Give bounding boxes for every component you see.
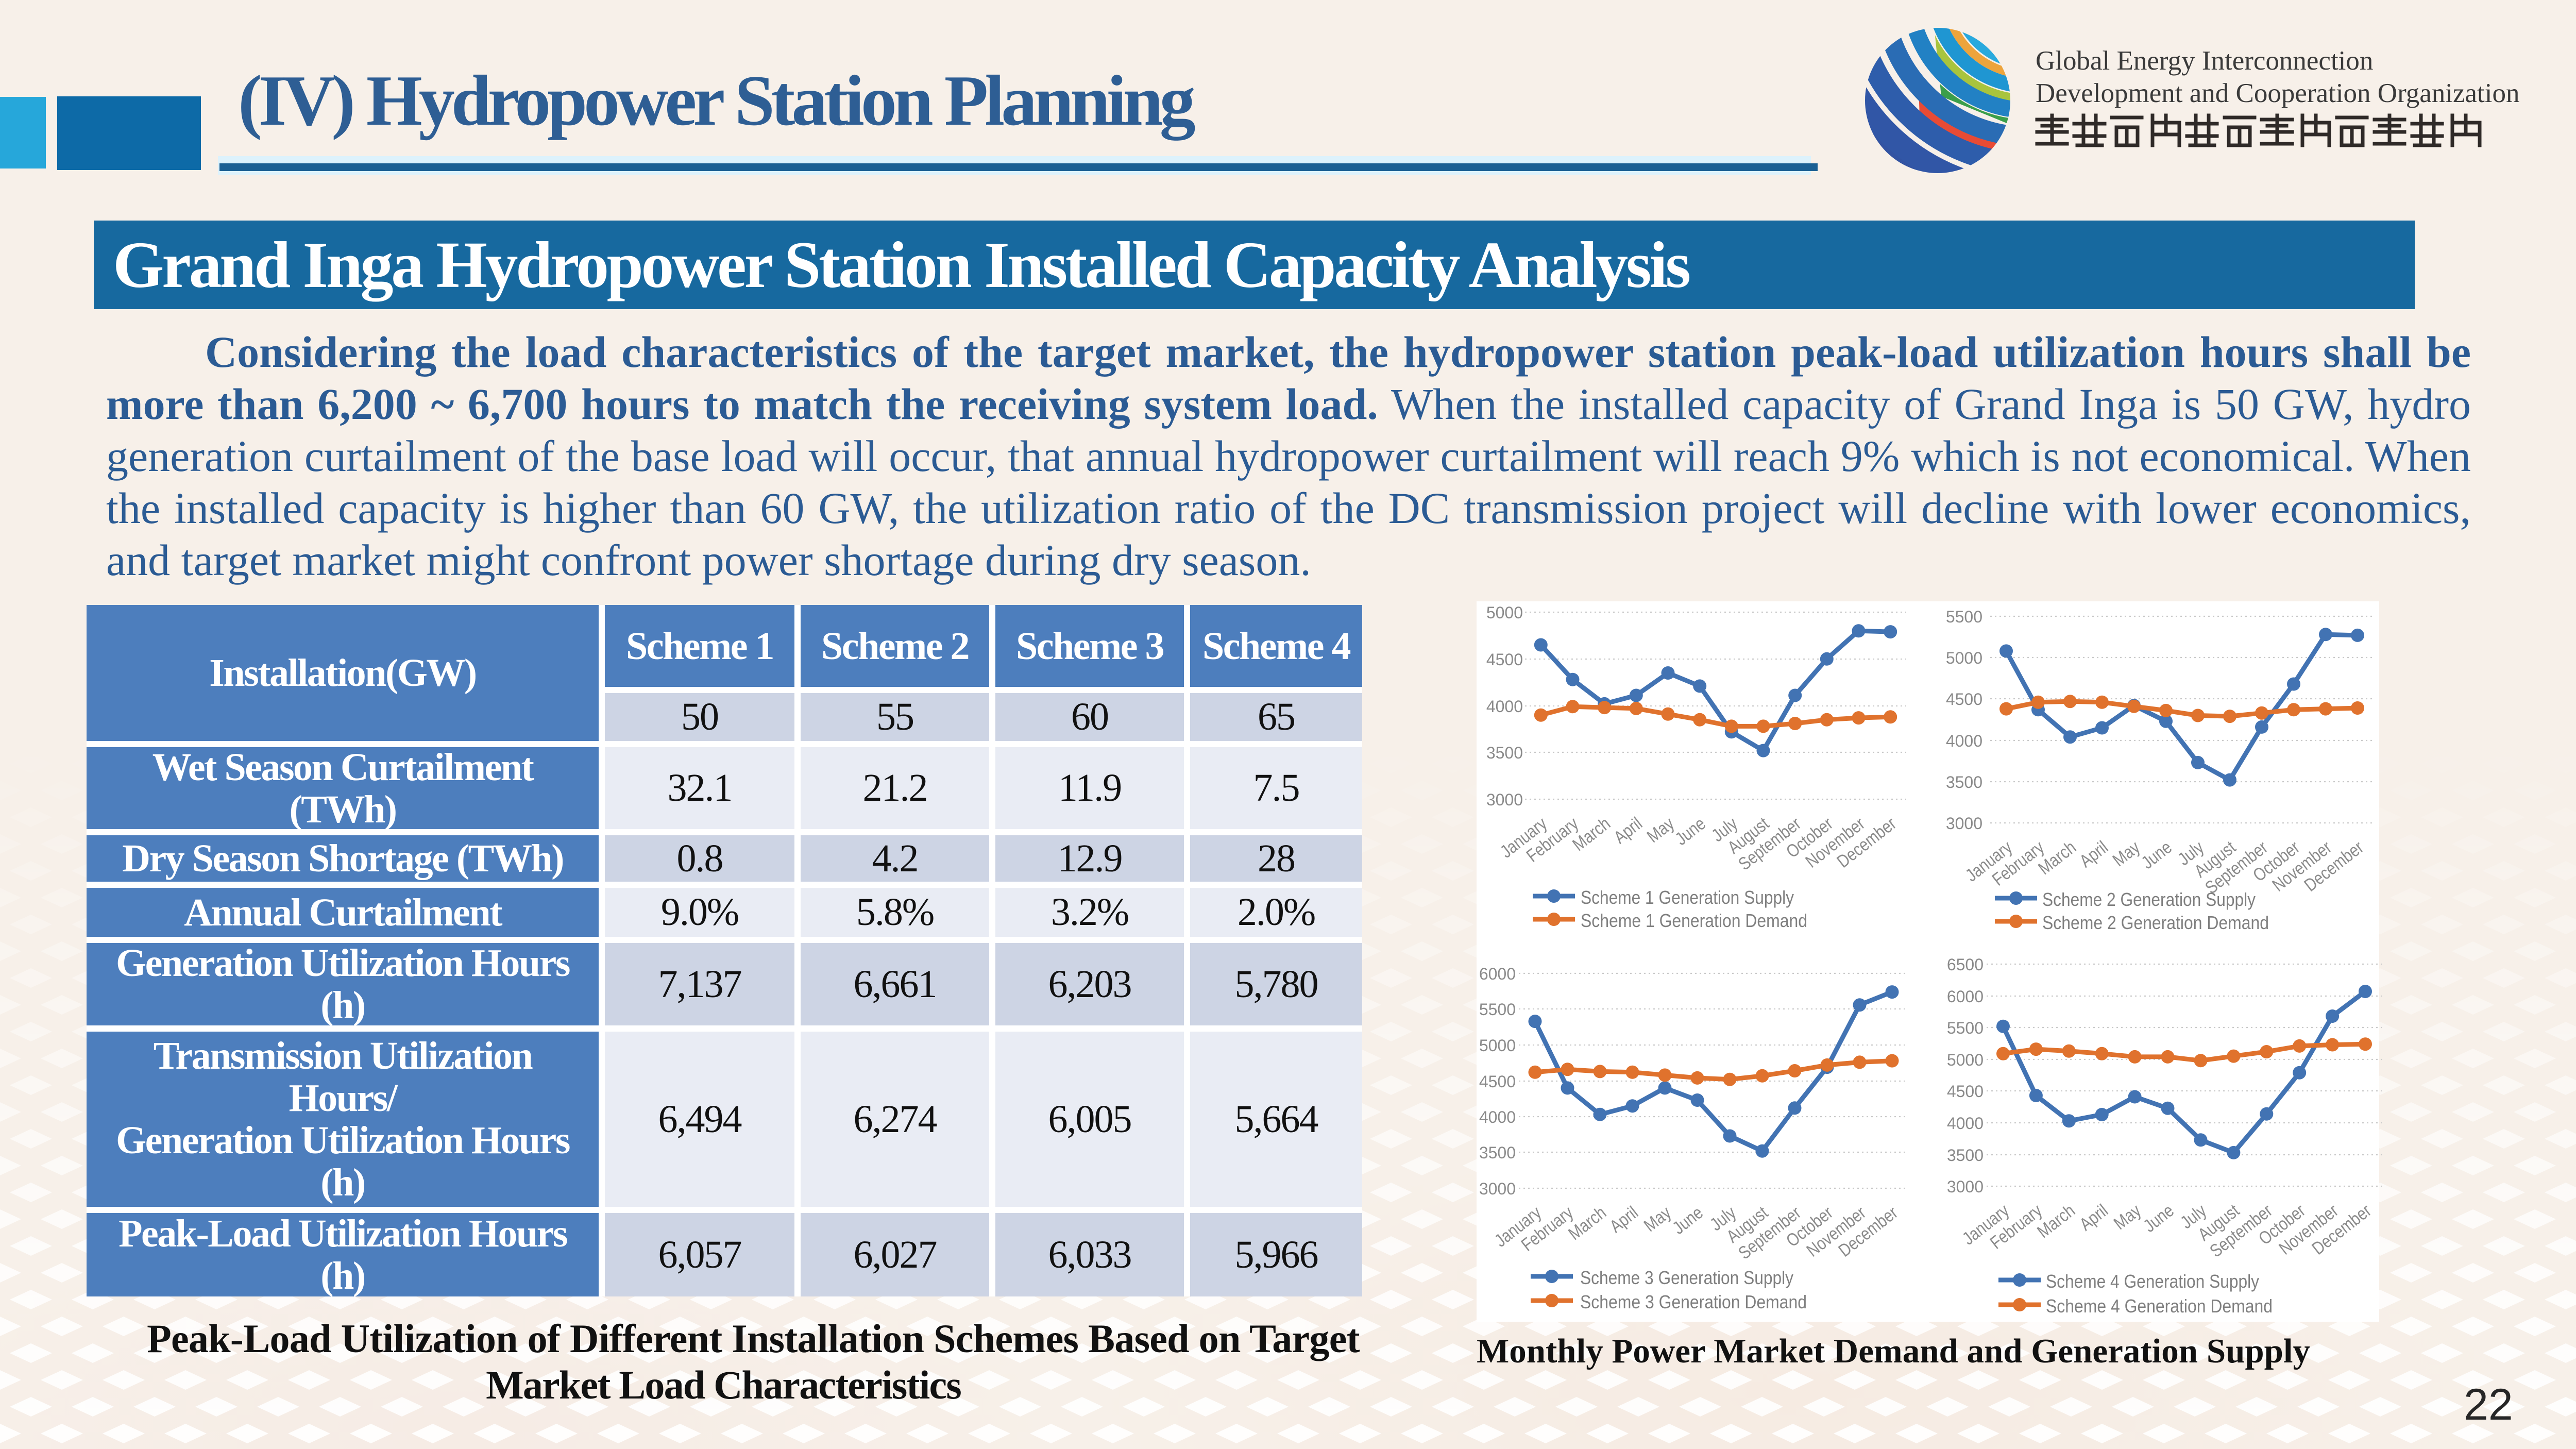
svg-text:5000: 5000 <box>1946 649 1982 667</box>
svg-text:June: June <box>1669 1203 1707 1239</box>
svg-text:April: April <box>2076 1201 2112 1235</box>
svg-text:4500: 4500 <box>1479 1072 1516 1091</box>
svg-text:May: May <box>1643 813 1679 847</box>
svg-text:5500: 5500 <box>1947 1019 1984 1037</box>
svg-text:3500: 3500 <box>1946 773 1982 791</box>
svg-text:March: March <box>2035 837 2080 879</box>
svg-text:5000: 5000 <box>1947 1051 1984 1069</box>
svg-text:June: June <box>2138 837 2176 873</box>
svg-text:4500: 4500 <box>1947 1082 1984 1101</box>
svg-text:May: May <box>2109 837 2144 870</box>
svg-text:March: March <box>1565 1203 1610 1244</box>
svg-text:Scheme 2 Generation Supply: Scheme 2 Generation Supply <box>2042 889 2256 910</box>
svg-text:May: May <box>2110 1200 2145 1234</box>
svg-text:3500: 3500 <box>1947 1146 1984 1165</box>
svg-text:March: March <box>2033 1201 2079 1242</box>
svg-text:Scheme 1 Generation Demand: Scheme 1 Generation Demand <box>1581 910 1807 931</box>
svg-text:5500: 5500 <box>1479 1000 1516 1019</box>
svg-text:Scheme 2 Generation Demand: Scheme 2 Generation Demand <box>2042 912 2269 933</box>
svg-text:4000: 4000 <box>1479 1108 1516 1126</box>
svg-text:4500: 4500 <box>1486 650 1523 669</box>
svg-text:3500: 3500 <box>1479 1143 1516 1162</box>
svg-text:6000: 6000 <box>1947 987 1984 1006</box>
svg-text:June: June <box>1671 814 1709 850</box>
svg-text:6000: 6000 <box>1479 965 1516 983</box>
svg-text:June: June <box>2140 1201 2178 1237</box>
svg-text:5000: 5000 <box>1479 1036 1516 1055</box>
svg-text:Scheme 1 Generation Supply: Scheme 1 Generation Supply <box>1581 887 1794 908</box>
svg-text:3000: 3000 <box>1946 814 1982 833</box>
svg-text:4500: 4500 <box>1946 690 1982 709</box>
svg-text:4000: 4000 <box>1486 697 1523 716</box>
svg-text:April: April <box>2076 837 2112 871</box>
svg-text:5500: 5500 <box>1946 608 1982 626</box>
svg-text:3000: 3000 <box>1486 790 1523 809</box>
svg-text:May: May <box>1640 1202 1675 1236</box>
svg-text:Scheme 3 Generation Supply: Scheme 3 Generation Supply <box>1580 1267 1793 1288</box>
svg-text:5000: 5000 <box>1486 603 1523 622</box>
svg-text:4000: 4000 <box>1946 732 1982 750</box>
svg-text:4000: 4000 <box>1947 1114 1984 1133</box>
svg-text:Scheme 3 Generation Demand: Scheme 3 Generation Demand <box>1580 1291 1807 1312</box>
svg-text:April: April <box>1610 814 1646 848</box>
svg-text:3000: 3000 <box>1947 1177 1984 1196</box>
svg-text:March: March <box>1569 814 1614 855</box>
svg-text:April: April <box>1606 1203 1642 1237</box>
svg-text:3500: 3500 <box>1486 744 1523 762</box>
svg-text:6500: 6500 <box>1947 955 1984 974</box>
svg-text:3000: 3000 <box>1479 1180 1516 1198</box>
svg-text:Scheme 4 Generation Supply: Scheme 4 Generation Supply <box>2046 1271 2259 1292</box>
svg-text:Scheme 4 Generation Demand: Scheme 4 Generation Demand <box>2046 1295 2273 1317</box>
